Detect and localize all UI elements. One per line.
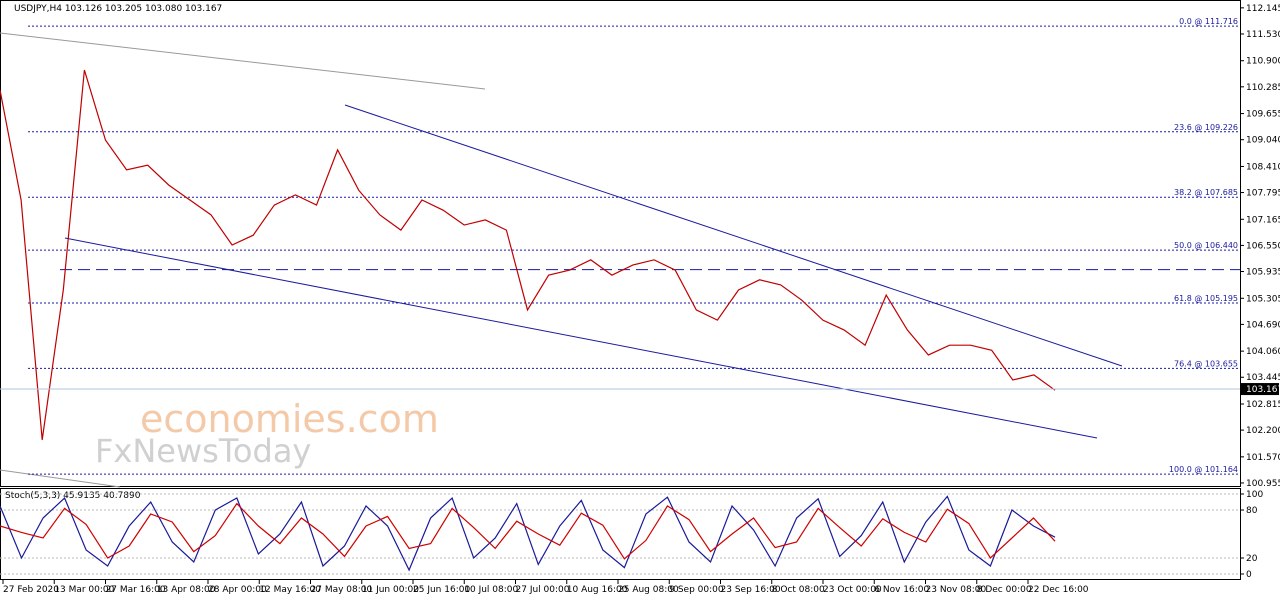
watermark: economies.com bbox=[140, 397, 439, 441]
chart-title: USDJPY,H4 103.126 103.205 103.080 103.16… bbox=[14, 4, 222, 14]
trend-line bbox=[0, 32, 486, 90]
y-tick-label: 0 bbox=[1246, 570, 1252, 580]
trend-line bbox=[0, 469, 121, 488]
x-tick-label: 25 Aug 08:00 bbox=[618, 585, 679, 595]
channel-line bbox=[64, 237, 1098, 439]
x-tick-label: 25 Jun 16:00 bbox=[413, 585, 470, 595]
fib-label: 23.6 @ 109.226 bbox=[1174, 123, 1238, 132]
watermark: FxNewsToday bbox=[95, 432, 311, 470]
y-tick-label: 102.815 bbox=[1246, 400, 1280, 410]
x-tick-label: 22 Dec 16:00 bbox=[1028, 585, 1089, 595]
last-price-box bbox=[1241, 383, 1279, 396]
y-tick-label: 109.655 bbox=[1246, 110, 1280, 120]
y-tick-label: 80 bbox=[1246, 506, 1258, 516]
y-tick-label: 104.060 bbox=[1246, 347, 1280, 357]
x-tick-label: 11 Jun 00:00 bbox=[362, 585, 419, 595]
x-tick-label: 10 Aug 16:00 bbox=[567, 585, 628, 595]
x-tick-label: 27 Jul 00:00 bbox=[516, 585, 570, 595]
y-tick-label: 107.165 bbox=[1246, 215, 1280, 225]
x-tick-label: 10 Jul 08:00 bbox=[464, 585, 518, 595]
price-line bbox=[0, 495, 1056, 572]
x-tick-label: 6 Nov 16:00 bbox=[874, 585, 929, 595]
y-tick-label: 110.285 bbox=[1246, 83, 1280, 93]
x-tick-label: 13 Apr 08:00 bbox=[157, 585, 216, 595]
y-tick-label: 104.690 bbox=[1246, 320, 1280, 330]
y-tick-label: 112.145 bbox=[1246, 4, 1280, 14]
y-tick-label: 103.445 bbox=[1246, 373, 1280, 383]
x-tick-label: 8 Oct 08:00 bbox=[772, 585, 825, 595]
x-tick-label: 27 Feb 2020 bbox=[3, 585, 59, 595]
x-tick-label: 23 Nov 08:00 bbox=[926, 585, 987, 595]
fib-label: 38.2 @ 107.685 bbox=[1174, 188, 1238, 197]
y-tick-label: 108.410 bbox=[1246, 162, 1280, 172]
y-tick-label: 110.900 bbox=[1246, 57, 1280, 67]
y-tick-label: 102.200 bbox=[1246, 426, 1280, 436]
price-line bbox=[0, 502, 1056, 560]
y-tick-label: 100.955 bbox=[1246, 479, 1280, 489]
last-price-label: 103.167 bbox=[1246, 385, 1280, 395]
y-tick-label: 100 bbox=[1246, 490, 1263, 500]
y-tick-label: 105.305 bbox=[1246, 294, 1280, 304]
price-line bbox=[0, 69, 1056, 440]
channel-line bbox=[344, 104, 1123, 367]
y-tick-label: 101.570 bbox=[1246, 453, 1280, 463]
x-tick-label: 28 Apr 00:00 bbox=[208, 585, 267, 595]
x-tick-label: 27 Mar 16:00 bbox=[106, 585, 166, 595]
x-tick-label: 23 Sep 16:00 bbox=[721, 585, 781, 595]
fib-label: 0.0 @ 111.716 bbox=[1179, 17, 1238, 26]
y-tick-label: 20 bbox=[1246, 554, 1258, 564]
y-tick-label: 107.795 bbox=[1246, 189, 1280, 199]
y-tick-label: 109.040 bbox=[1246, 136, 1280, 146]
x-tick-label: 27 May 08:00 bbox=[311, 585, 373, 595]
main-panel bbox=[0, 0, 1241, 487]
x-tick-label: 12 May 16:00 bbox=[259, 585, 321, 595]
fib-label: 76.4 @ 103.655 bbox=[1174, 359, 1238, 368]
fib-label: 100.0 @ 101.164 bbox=[1169, 465, 1238, 474]
y-tick-label: 106.550 bbox=[1246, 241, 1280, 251]
x-tick-label: 8 Dec 00:00 bbox=[977, 585, 1032, 595]
x-tick-label: 9 Sep 00:00 bbox=[669, 585, 724, 595]
y-tick-label: 111.530 bbox=[1246, 30, 1280, 40]
stoch-title: Stoch(5,3,3) 45.9135 40.7890 bbox=[5, 491, 141, 501]
fib-label: 50.0 @ 106.440 bbox=[1174, 241, 1238, 250]
stoch-panel bbox=[0, 488, 1241, 580]
fib-label: 61.8 @ 105.195 bbox=[1174, 294, 1238, 303]
x-tick-label: 13 Mar 00:00 bbox=[54, 585, 114, 595]
y-tick-label: 105.935 bbox=[1246, 268, 1280, 278]
x-tick-label: 23 Oct 00:00 bbox=[823, 585, 882, 595]
